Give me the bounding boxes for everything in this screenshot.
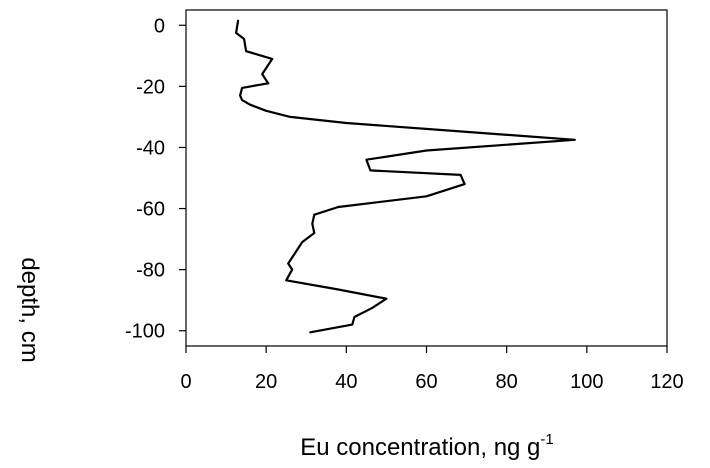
- x-axis-label-superscript: -1: [540, 431, 553, 448]
- y-axis-ticks: 0 -20 -40 -60 -80 -100: [125, 15, 186, 343]
- x-tick-label: 0: [180, 371, 191, 393]
- plot-frame: [185, 9, 668, 347]
- x-tick-label: 40: [335, 371, 357, 393]
- y-tick-label: -60: [136, 199, 165, 221]
- x-tick-label: 100: [570, 371, 603, 393]
- y-tick-label: -80: [136, 260, 165, 282]
- x-tick-label: 20: [255, 371, 277, 393]
- x-axis-ticks: 0 20 40 60 80 100 120: [180, 346, 684, 393]
- x-axis-label: Eu concentration, ng g-1: [300, 431, 554, 461]
- x-tick-label: 80: [496, 371, 518, 393]
- y-axis-label: depth, cm: [16, 257, 43, 362]
- y-tick-label: 0: [154, 15, 165, 37]
- y-tick-label: -40: [136, 137, 165, 159]
- y-tick-label: -20: [136, 76, 165, 98]
- series-line: [235, 19, 576, 334]
- x-tick-label: 120: [650, 371, 683, 393]
- y-tick-label: -100: [125, 321, 165, 343]
- x-tick-label: 60: [415, 371, 437, 393]
- x-axis-label-text: Eu concentration, ng g: [300, 434, 540, 461]
